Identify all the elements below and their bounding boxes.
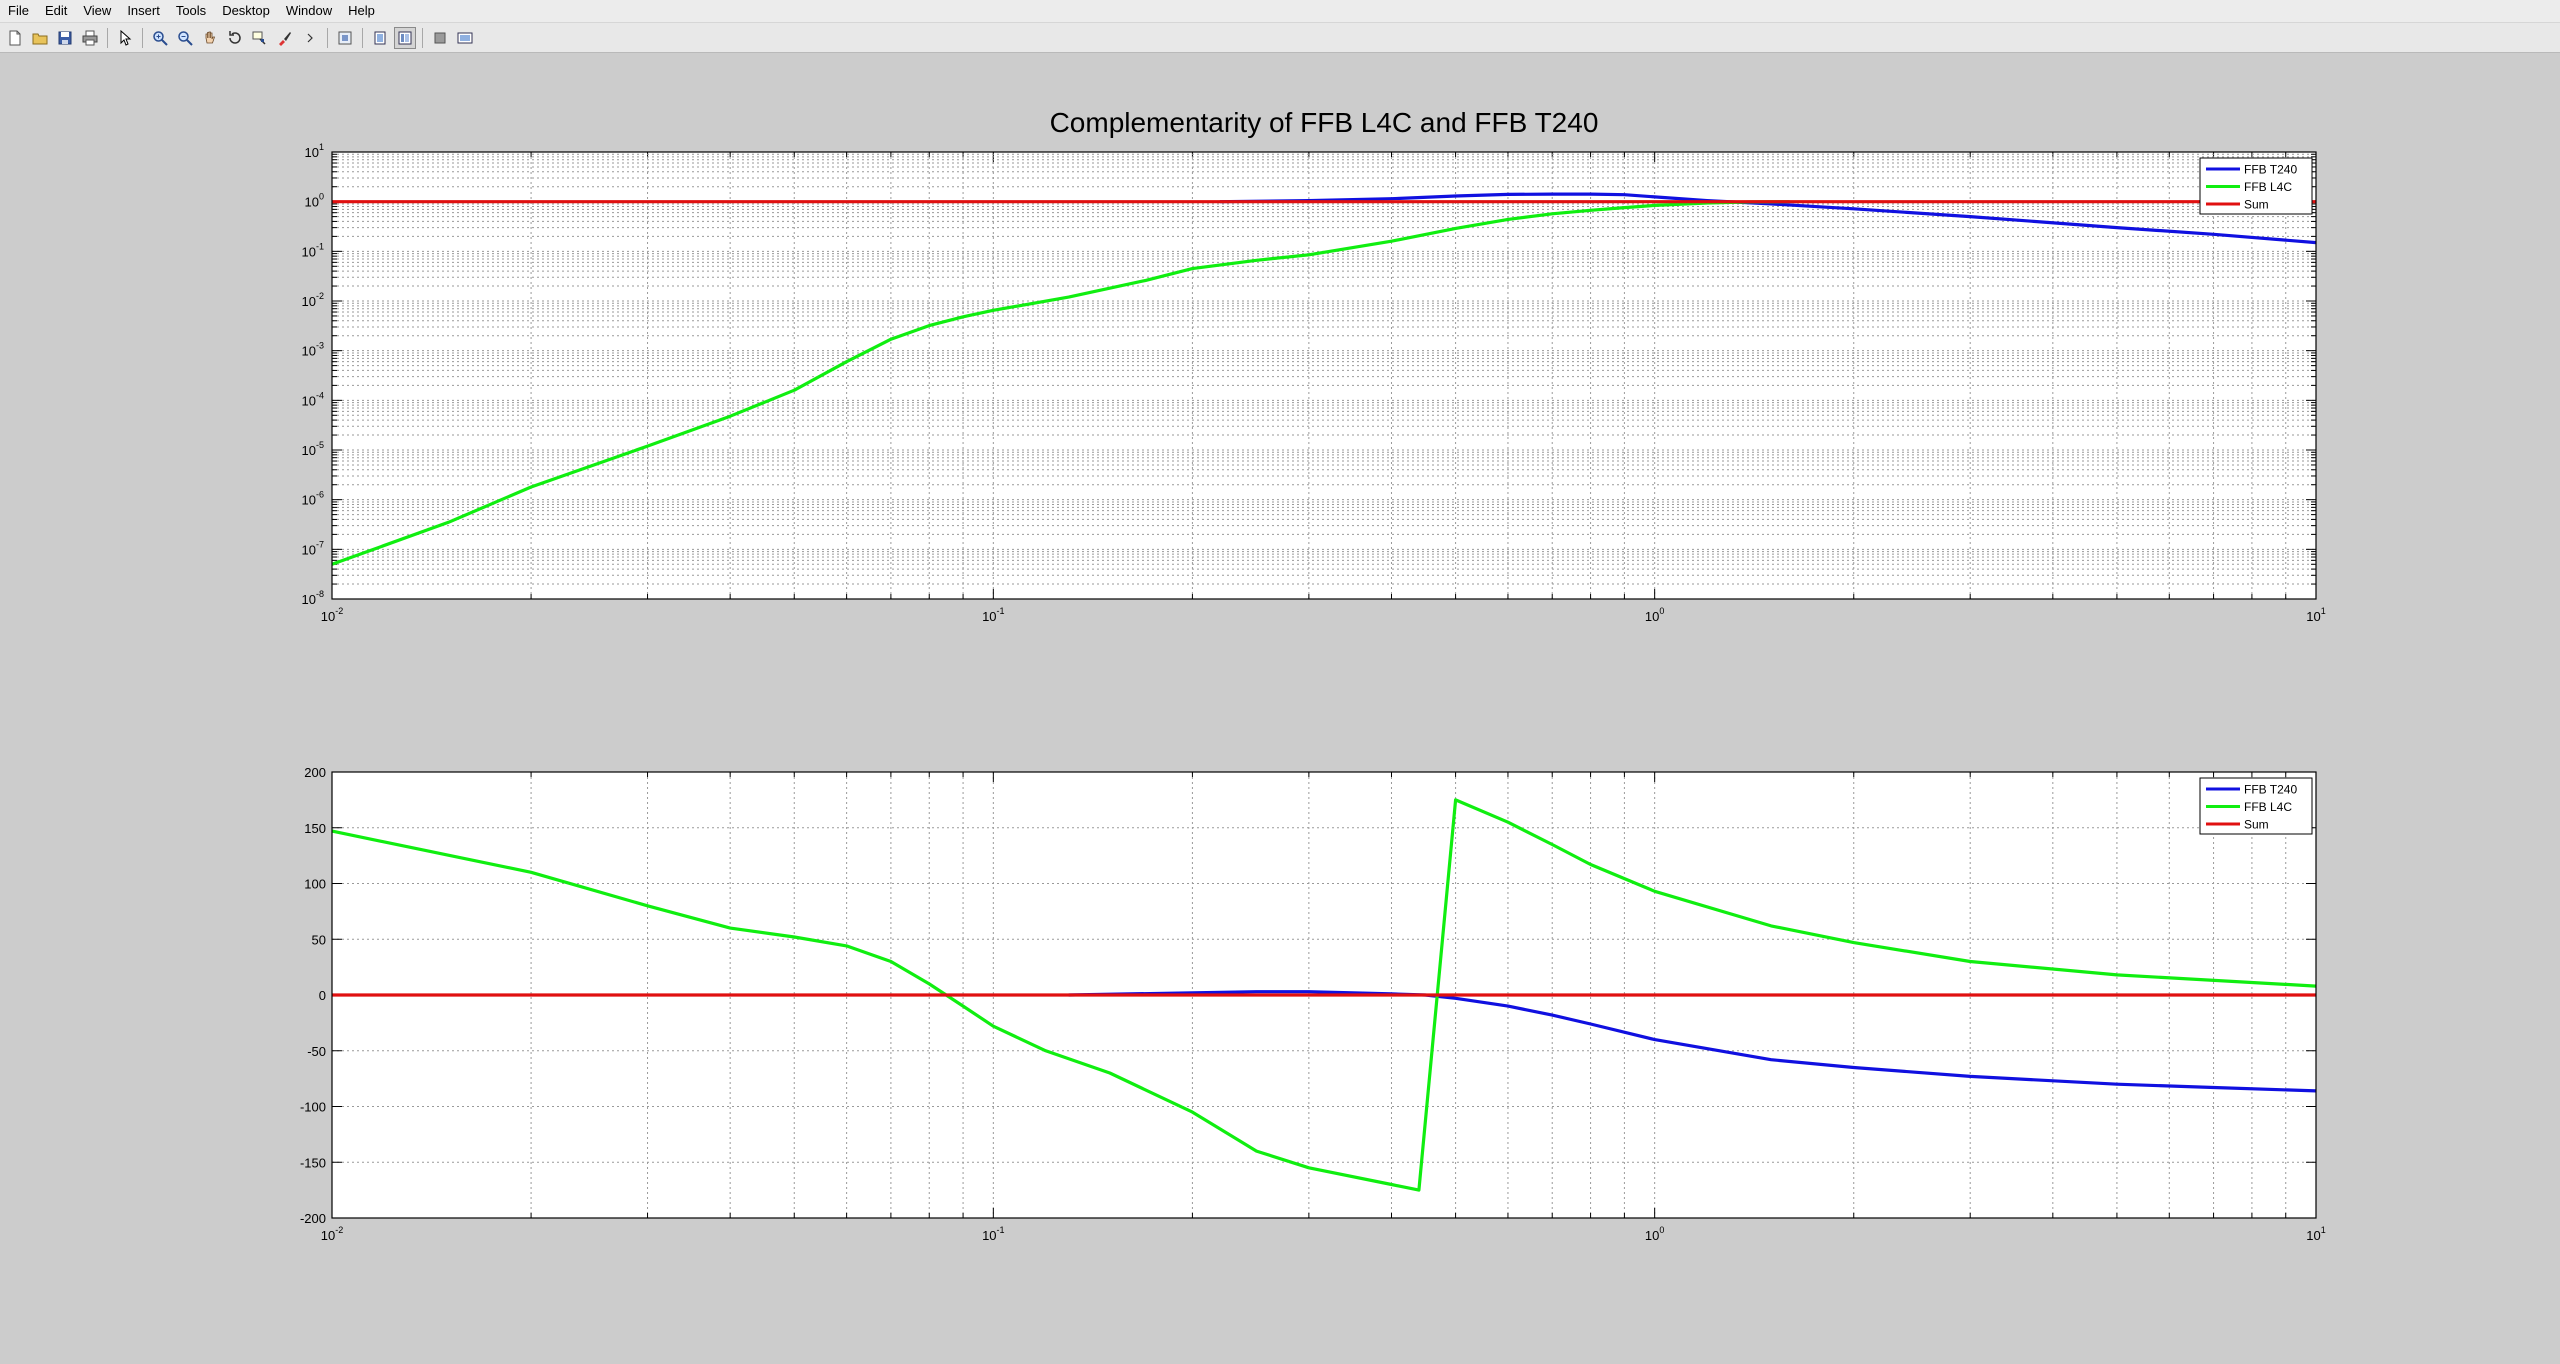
edit-plot-arrow-icon[interactable] (114, 27, 136, 49)
open-file-icon[interactable] (29, 27, 51, 49)
x-tick-label: 101 (2306, 1225, 2325, 1243)
y-tick-label: 150 (304, 821, 326, 836)
zoom-out-icon[interactable] (174, 27, 196, 49)
y-tick-label: -200 (300, 1211, 326, 1226)
legend[interactable]: FFB T240 FFB L4C Sum (2199, 157, 2313, 215)
y-tick-label: 10-8 (302, 589, 324, 607)
x-tick-label: 10-2 (321, 606, 343, 624)
toolbar-separator (107, 27, 108, 48)
brush-icon[interactable] (274, 27, 296, 49)
series-ffb-l4c-line (331, 200, 1790, 566)
y-tick-label: -100 (300, 1100, 326, 1115)
print-icon[interactable] (79, 27, 101, 49)
magnitude-axes[interactable]: 10-2 10-1 100 101 10-8 10-7 10-6 10-5 10-4 10-3 10… (302, 142, 2326, 624)
y-tick-label: 10-3 (302, 341, 324, 359)
axes-border (331, 151, 2317, 600)
menu-insert[interactable]: Insert (127, 3, 160, 18)
phase-axes[interactable]: 10-2 10-1 100 101 -200 -150 -100 -50 0 50 100 150 20… (300, 765, 2326, 1243)
save-icon[interactable] (54, 27, 76, 49)
x-tick-label: 10-2 (321, 1225, 343, 1243)
show-plot-tools-icon[interactable] (429, 27, 451, 49)
legend-label: Sum (2244, 818, 2269, 832)
data-cursor-icon[interactable] (249, 27, 271, 49)
new-figure-icon[interactable] (4, 27, 26, 49)
menu-desktop[interactable]: Desktop (222, 3, 270, 18)
x-tick-label: 100 (1645, 606, 1664, 624)
y-tick-label: 10-4 (302, 390, 324, 408)
y-tick-label: 100 (304, 877, 326, 892)
link-plot-icon[interactable] (299, 27, 321, 49)
y-tick-label: -150 (300, 1155, 326, 1170)
pan-hand-icon[interactable] (199, 27, 221, 49)
figure-canvas: Complementarity of FFB L4C and FFB T240 … (300, 107, 2326, 1243)
toolbar-separator (422, 27, 423, 48)
legend-label: FFB T240 (2244, 163, 2297, 177)
menu-tools[interactable]: Tools (175, 3, 207, 18)
y-tick-label: 101 (305, 142, 324, 160)
y-tick-label: 200 (304, 765, 326, 780)
menu-edit[interactable]: Edit (44, 3, 68, 18)
x-tick-label: 100 (1645, 1225, 1664, 1243)
series-ffb-l4c-line (331, 798, 2317, 1192)
y-tick-label: 10-1 (302, 241, 324, 259)
axes-border (331, 771, 2317, 1219)
colorbar-icon[interactable] (334, 27, 356, 49)
y-tick-label: -50 (307, 1044, 326, 1059)
series-ffb-t240-line (1068, 990, 2317, 1093)
dock-figure-icon[interactable] (454, 27, 476, 49)
toolbar-separator (327, 27, 328, 48)
y-tick-label: 10-2 (302, 291, 324, 309)
menu-window[interactable]: Window (285, 3, 333, 18)
zoom-in-icon[interactable] (149, 27, 171, 49)
y-tick-label: 10-5 (302, 440, 324, 458)
menu-bar: File Edit View Insert Tools Desktop Wind… (0, 0, 2560, 23)
legend-label: FFB T240 (2244, 783, 2297, 797)
y-tick-label: 0 (319, 988, 326, 1003)
legend[interactable]: FFB T240 FFB L4C Sum (2199, 777, 2313, 835)
legend-label: Sum (2244, 198, 2269, 212)
x-tick-label: 10-1 (982, 606, 1004, 624)
hide-plot-tools-icon[interactable] (394, 26, 416, 49)
menu-view[interactable]: View (83, 3, 112, 18)
rotate-3d-icon[interactable] (224, 27, 246, 49)
y-tick-label: 10-6 (302, 490, 324, 508)
y-tick-label: 50 (312, 932, 326, 947)
toolbar-separator (142, 27, 143, 48)
x-tick-label: 101 (2306, 606, 2325, 624)
menu-file[interactable]: File (8, 3, 29, 18)
x-tick-label: 10-1 (982, 1225, 1004, 1243)
toolbar-separator (362, 27, 363, 48)
legend-icon[interactable] (369, 27, 391, 49)
figure-toolbar (0, 23, 2560, 53)
legend-label: FFB L4C (2244, 180, 2292, 194)
legend-label: FFB L4C (2244, 800, 2292, 814)
series-ffb-t240-line (1219, 192, 2317, 245)
y-tick-label: 100 (305, 192, 324, 210)
chart-title: Complementarity of FFB L4C and FFB T240 (1050, 107, 1599, 138)
menu-help[interactable]: Help (348, 3, 375, 18)
y-tick-label: 10-7 (302, 539, 324, 557)
axes-background (332, 152, 2316, 599)
